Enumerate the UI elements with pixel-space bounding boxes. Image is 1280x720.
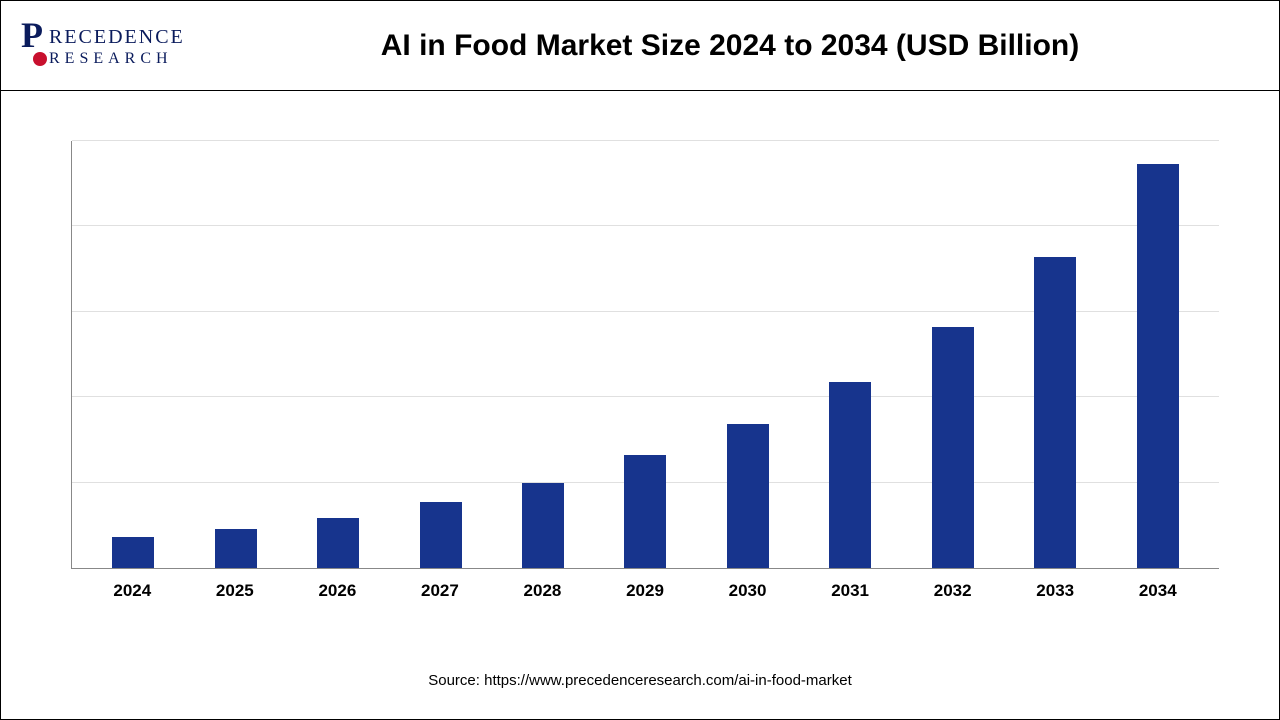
logo-main-text: RECEDENCE — [49, 26, 185, 49]
x-axis-label: 2031 — [799, 569, 902, 609]
plot-region — [71, 141, 1219, 569]
bar-slot — [389, 141, 491, 568]
bar — [1137, 164, 1179, 568]
title-bar: P RECEDENCE RESEARCH AI in Food Market S… — [1, 1, 1279, 91]
bar-slot — [697, 141, 799, 568]
x-axis-label: 2030 — [696, 569, 799, 609]
bar — [420, 502, 462, 568]
chart-title: AI in Food Market Size 2024 to 2034 (USD… — [201, 29, 1259, 63]
bars-container — [72, 141, 1219, 568]
bar — [215, 529, 257, 568]
bar-slot — [492, 141, 594, 568]
logo-sub-text: RESEARCH — [49, 50, 173, 68]
logo-letter-p: P — [21, 14, 43, 56]
bar — [932, 327, 974, 568]
x-axis-label: 2034 — [1106, 569, 1209, 609]
bar-slot — [1107, 141, 1209, 568]
bar-slot — [799, 141, 901, 568]
bar-slot — [184, 141, 286, 568]
x-axis-label: 2029 — [594, 569, 697, 609]
bar — [727, 424, 769, 568]
x-axis-label: 2026 — [286, 569, 389, 609]
x-axis-label: 2027 — [389, 569, 492, 609]
x-axis-labels: 2024202520262027202820292030203120322033… — [71, 569, 1219, 609]
chart-area: 2024202520262027202820292030203120322033… — [71, 141, 1219, 609]
bar-slot — [594, 141, 696, 568]
brand-logo: P RECEDENCE RESEARCH — [21, 16, 201, 76]
bar — [112, 537, 154, 568]
x-axis-label: 2033 — [1004, 569, 1107, 609]
bar-slot — [1004, 141, 1106, 568]
chart-frame: P RECEDENCE RESEARCH AI in Food Market S… — [0, 0, 1280, 720]
x-axis-label: 2024 — [81, 569, 184, 609]
bar — [829, 382, 871, 568]
x-axis-label: 2032 — [901, 569, 1004, 609]
bar-slot — [902, 141, 1004, 568]
x-axis-label: 2025 — [184, 569, 287, 609]
bar — [317, 518, 359, 568]
x-axis-label: 2028 — [491, 569, 594, 609]
globe-icon — [33, 52, 47, 66]
bar-slot — [82, 141, 184, 568]
bar — [1034, 257, 1076, 568]
bar-slot — [287, 141, 389, 568]
bar — [522, 483, 564, 568]
source-text: Source: https://www.precedenceresearch.c… — [1, 672, 1279, 689]
bar — [624, 455, 666, 568]
